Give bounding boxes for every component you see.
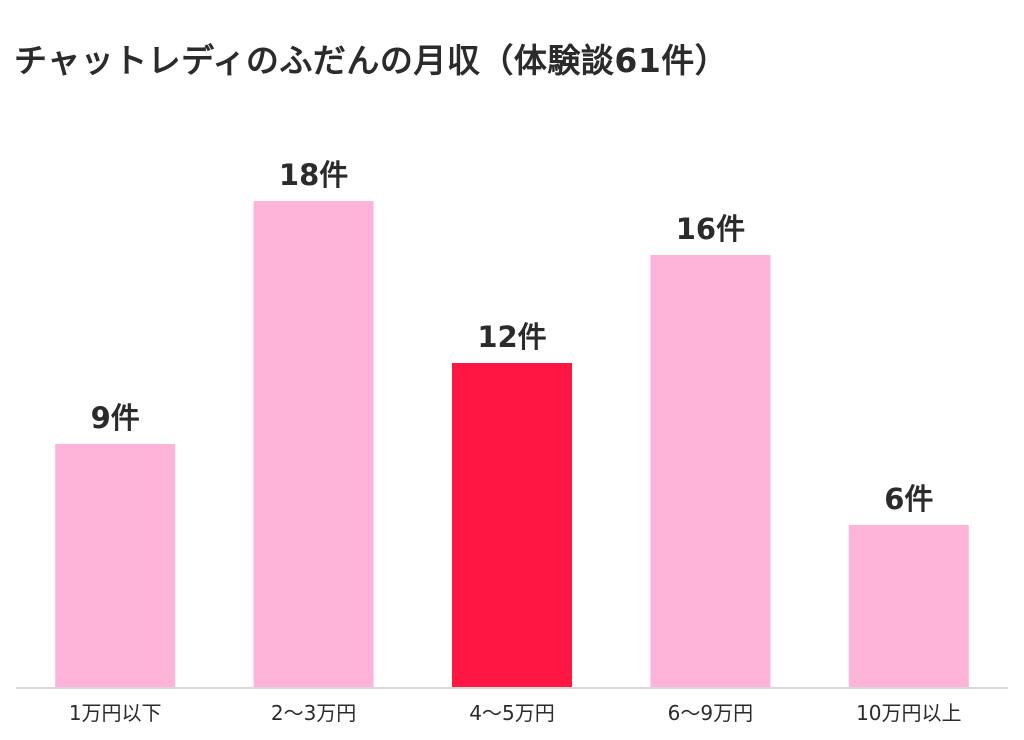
bar-value-label-2: 18件 [279,158,348,192]
bar-value-label-4: 16件 [676,212,745,246]
x-tick-label-1: 1万円以下 [69,701,162,725]
bars-group [55,201,969,687]
x-tick-label-2: 2〜3万円 [271,701,356,725]
bar-labels-group: 9件 18件 12件 16件 6件 [91,158,934,516]
bar-value-label-1: 9件 [91,401,140,435]
bar-value-label-5: 6件 [884,482,933,516]
bar-value-label-3: 12件 [477,320,546,354]
bar-4 [650,255,771,687]
bar-5 [848,525,969,687]
x-tick-label-3: 4〜5万円 [469,701,554,725]
x-tick-label-4: 6〜9万円 [668,701,753,725]
bar-3 [452,363,572,687]
x-tick-labels-group: 1万円以下 2〜3万円 4〜5万円 6〜9万円 10万円以上 [69,701,962,725]
chart-title: チャットレディのふだんの月収（体験談61件） [14,41,729,80]
x-tick-label-5: 10万円以上 [856,701,961,725]
bar-1 [55,444,176,687]
bar-2 [253,201,374,687]
